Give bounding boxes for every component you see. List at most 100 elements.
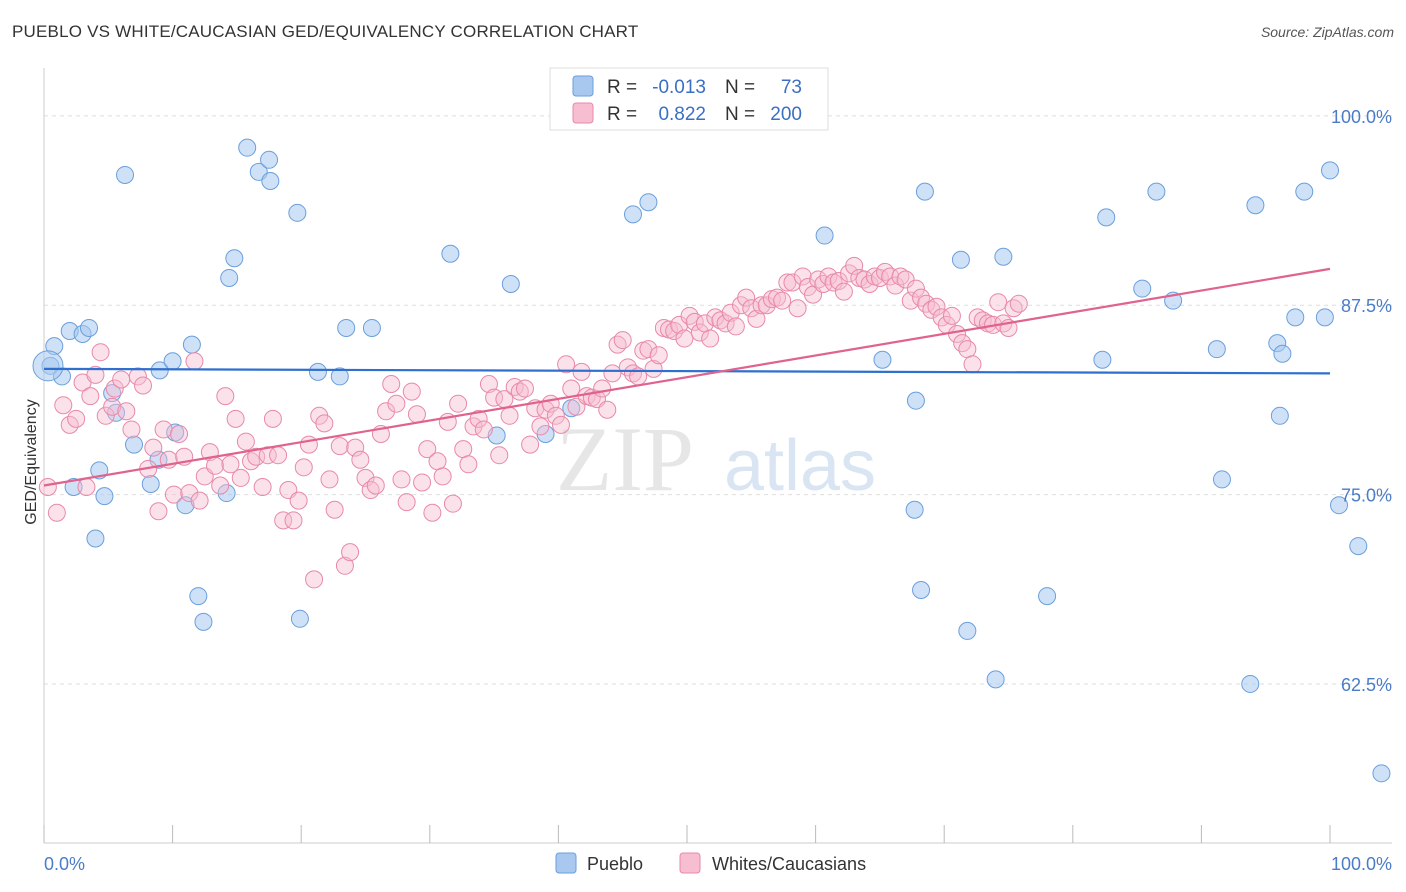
pueblo-point-51 (986, 670, 1005, 689)
whites-point-130 (716, 314, 735, 333)
pueblo-point-64 (1270, 406, 1289, 425)
whites-point-84 (479, 375, 498, 393)
whites-point-122 (675, 329, 694, 348)
pueblo-point-67 (1295, 182, 1314, 201)
pueblo-point-30 (288, 203, 307, 222)
whites-point-102 (572, 362, 591, 381)
whites-point-107 (598, 400, 617, 419)
x-tick-label-0: 0.0% (44, 854, 85, 874)
whites-point-110 (613, 331, 632, 350)
whites-point-65 (382, 375, 401, 393)
whites-point-39 (247, 447, 266, 466)
pueblo-point-46 (906, 391, 925, 410)
whites-point-125 (690, 323, 709, 342)
whites-point-187 (1009, 294, 1028, 313)
legend-n-label-whites: N = (725, 104, 755, 125)
whites-point-86 (490, 446, 509, 465)
pueblo-point-52 (994, 247, 1013, 266)
pueblo-point-62 (1246, 196, 1265, 215)
whites-point-75 (433, 467, 452, 486)
whites-point-137 (752, 296, 771, 315)
whites-point-134 (737, 288, 756, 307)
whites-point-179 (968, 308, 987, 327)
whites-point-142 (778, 273, 797, 292)
pueblo-point-69 (1321, 161, 1339, 180)
pueblo-point-33 (330, 367, 349, 386)
trend-lines (43, 267, 1331, 487)
whites-point-40 (253, 478, 272, 497)
pueblo-point-45 (905, 500, 924, 519)
whites-point-136 (747, 309, 766, 328)
whites-point-12 (105, 379, 124, 398)
whites-point-20 (149, 502, 168, 521)
pueblo-point-29 (261, 172, 280, 191)
pueblo-trend-line (43, 367, 1331, 375)
pueblo-point-large (32, 350, 64, 382)
whites-point-49 (299, 435, 318, 454)
chart-title: PUEBLO VS WHITE/CAUCASIAN GED/EQUIVALENC… (12, 22, 639, 41)
x-tick-labels: 0.0% 100.0% (44, 854, 1392, 874)
whites-point-27 (185, 352, 204, 371)
whites-point-57 (341, 543, 360, 562)
pueblo-point-36 (441, 244, 460, 263)
whites-point-34 (221, 455, 240, 474)
whites-point-80 (459, 455, 478, 474)
pueblo-point-19 (176, 496, 195, 515)
pueblo-point-6 (80, 318, 99, 337)
whites-point-140 (768, 288, 787, 307)
pueblo-point-68 (1315, 308, 1334, 327)
pueblo-point-59 (1207, 340, 1226, 359)
pueblo-point-35 (362, 318, 381, 337)
whites-point-64 (377, 402, 396, 421)
series-whites-points (38, 256, 1028, 589)
whites-point-8 (86, 365, 105, 384)
whites-point-155 (845, 256, 864, 275)
pueblo-point-26 (238, 138, 257, 157)
pueblo-point-7 (86, 529, 105, 548)
pueblo-point-25 (225, 249, 244, 268)
bottom-legend-label-whites: Whites/Caucasians (712, 854, 866, 874)
whites-point-91 (515, 379, 534, 398)
whites-point-167 (906, 279, 925, 298)
whites-point-6 (77, 478, 96, 497)
chart-source: Source: ZipAtlas.com (1260, 24, 1394, 40)
y-axis-title: GED/Equivalency (23, 399, 40, 524)
whites-point-106 (593, 379, 612, 398)
whites-point-36 (231, 468, 250, 487)
pueblo-point-9 (95, 487, 114, 506)
legend-r-value-pueblo: -0.013 (652, 77, 706, 98)
x-tick-label-1: 100.0% (1331, 854, 1392, 874)
whites-point-166 (901, 291, 920, 310)
whites-point-98 (551, 415, 570, 434)
pueblo-point-14 (141, 474, 160, 493)
whites-point-69 (402, 382, 421, 401)
whites-point-2 (54, 396, 73, 415)
bottom-legend-swatch-whites (679, 852, 701, 874)
whites-point-79 (454, 440, 473, 459)
whites-point-72 (418, 440, 437, 459)
whites-point-177 (958, 340, 977, 359)
pueblo-point-55 (1097, 208, 1116, 227)
pueblo-point-65 (1273, 344, 1292, 363)
pueblo-point-72 (1372, 764, 1391, 783)
whites-point-131 (721, 303, 740, 322)
whites-point-46 (284, 511, 303, 530)
whites-point-94 (531, 417, 550, 436)
whites-point-17 (134, 376, 153, 395)
whites-point-176 (953, 334, 972, 353)
watermark-zip: ZIP (556, 408, 694, 510)
y-tick-label-0: 62.5% (1341, 675, 1392, 695)
y-tick-label-3: 100.0% (1331, 107, 1392, 127)
legend-swatch-pueblo (572, 75, 594, 97)
legend-r-value-whites: 0.822 (658, 104, 706, 125)
legend-n-value-pueblo: 73 (781, 77, 802, 98)
whites-point-74 (428, 452, 447, 471)
whites-point-97 (546, 406, 565, 425)
pueblo-point-53 (1038, 587, 1057, 606)
whites-point-170 (922, 300, 941, 319)
pueblo-point-13 (125, 435, 144, 454)
whites-point-165 (896, 270, 915, 289)
watermark-atlas: atlas (724, 426, 876, 506)
whites-point-53 (320, 470, 339, 489)
